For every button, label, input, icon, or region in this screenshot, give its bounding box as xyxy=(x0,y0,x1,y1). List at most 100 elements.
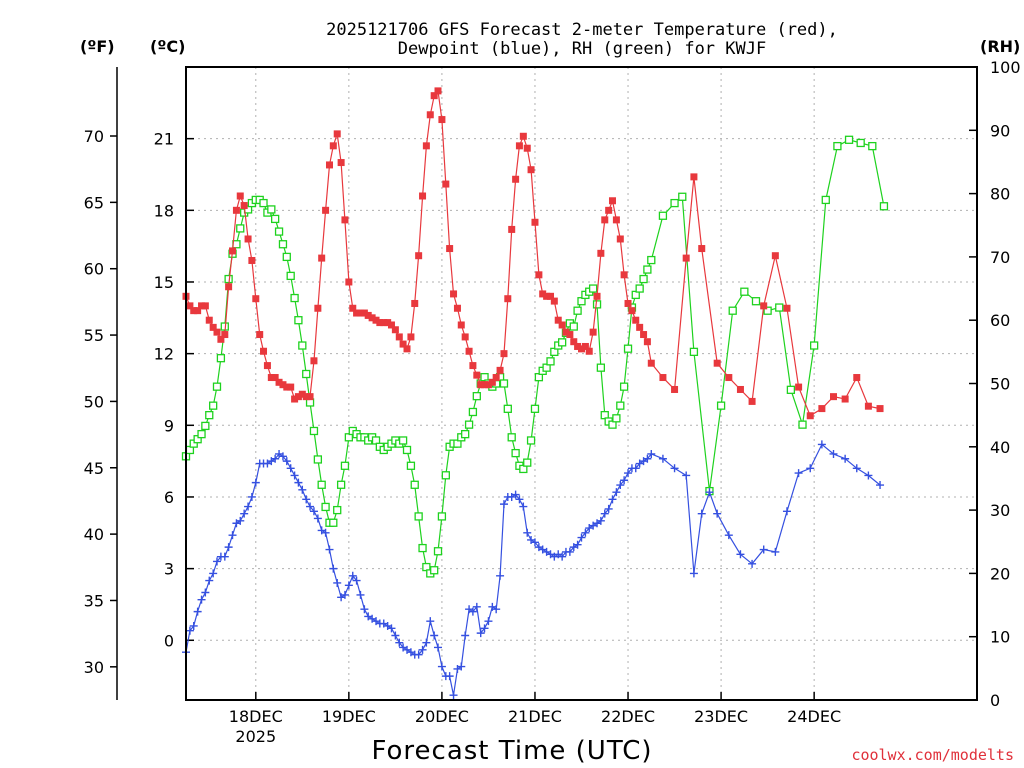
dewpoint-point xyxy=(499,500,508,509)
temperature-point xyxy=(368,314,376,322)
temperature-point xyxy=(469,362,477,370)
temperature-point xyxy=(349,304,357,312)
rh-point xyxy=(278,240,288,249)
rh-point xyxy=(647,255,656,265)
dewpoint-point xyxy=(519,502,528,511)
temperature-point xyxy=(248,256,256,264)
temperature-point xyxy=(438,116,446,124)
dewpoint-point xyxy=(565,547,574,556)
temperature-point xyxy=(287,383,295,391)
rh-point xyxy=(209,401,218,410)
rh-point xyxy=(201,421,210,431)
rh-point xyxy=(290,293,299,303)
temperature-point xyxy=(236,192,244,200)
dewpoint-point xyxy=(705,488,714,497)
temperature-point xyxy=(298,390,306,398)
temperature-point xyxy=(391,326,399,334)
series-layer xyxy=(181,87,889,700)
rh-point xyxy=(406,461,416,470)
rh-point xyxy=(523,458,532,467)
dewpoint-point xyxy=(476,629,485,638)
dewpoint-point xyxy=(573,540,582,549)
fahrenheit-axis: 30 35 40 45 50 55 60 65 70 xyxy=(84,127,117,677)
credit-link[interactable]: coolwx.com/modelts xyxy=(851,746,1014,764)
rh-point xyxy=(809,341,819,350)
time-tick-label: 19DEC xyxy=(322,707,376,726)
rh-point xyxy=(833,141,842,151)
rh-point xyxy=(336,480,346,489)
temperature-point xyxy=(636,323,644,331)
fahrenheit-tick-label: 55 xyxy=(84,326,104,345)
rh-point xyxy=(271,214,280,224)
temperature-point xyxy=(387,321,395,329)
rh-point xyxy=(236,224,245,233)
rh-tick-label: 30 xyxy=(990,501,1010,520)
dewpoint-point xyxy=(643,454,652,463)
dewpoint-point xyxy=(205,576,214,585)
rh-point xyxy=(635,284,644,293)
temperature-point xyxy=(384,319,392,327)
temperature-point xyxy=(864,402,872,410)
dewpoint-point xyxy=(434,643,443,652)
temperature-point xyxy=(593,292,601,300)
temperature-point xyxy=(194,307,202,315)
temperature-point xyxy=(535,271,543,279)
temperature-point xyxy=(500,350,508,358)
temperature-point xyxy=(830,393,838,401)
temperature-point xyxy=(190,307,198,315)
temperature-point xyxy=(659,374,667,382)
temperature-point xyxy=(477,381,485,389)
temperature-point xyxy=(364,311,372,319)
rh-point xyxy=(763,306,772,315)
rh-point xyxy=(868,141,877,151)
dewpoint-point xyxy=(302,495,311,504)
dewpoint-point xyxy=(329,564,338,573)
celsius-tick-label: 15 xyxy=(154,273,174,292)
celsius-tick-label: 9 xyxy=(164,416,174,435)
unit-label-celsius: (ºC) xyxy=(150,37,185,56)
dewpoint-point xyxy=(658,454,667,463)
temperature-point xyxy=(760,302,768,310)
dewpoint-point xyxy=(449,691,458,700)
temperature-point xyxy=(539,290,547,298)
temperature-point xyxy=(283,383,291,391)
temperature-point xyxy=(496,366,504,374)
dewpoint-point xyxy=(189,621,198,630)
time-tick-label: 23DEC xyxy=(694,707,748,726)
time-tick-label: 20DEC xyxy=(415,707,469,726)
rh-tick-label: 90 xyxy=(990,121,1010,140)
temperature-point xyxy=(252,295,260,303)
temperature-point xyxy=(446,245,454,253)
temperature-point xyxy=(554,316,562,324)
temperature-point xyxy=(562,328,570,336)
temperature-point xyxy=(310,357,318,365)
temperature-point xyxy=(504,295,512,303)
rh-point xyxy=(689,347,699,357)
dewpoint-point xyxy=(414,650,423,659)
temperature-point xyxy=(876,405,884,413)
rh-point xyxy=(623,344,633,353)
temperature-point xyxy=(415,252,423,260)
temperature-point xyxy=(376,319,384,327)
rh-point xyxy=(309,426,319,436)
dewpoint-point xyxy=(313,514,322,523)
dewpoint-point xyxy=(670,464,679,473)
temperature-point xyxy=(481,381,489,389)
temperature-point xyxy=(356,309,364,317)
dewpoint-point xyxy=(282,457,291,466)
fahrenheit-tick-label: 40 xyxy=(84,525,104,544)
fahrenheit-tick-label: 70 xyxy=(84,127,104,146)
rh-point xyxy=(437,512,447,521)
dewpoint-point xyxy=(422,638,431,647)
rh-point xyxy=(468,407,478,417)
dewpoint-point xyxy=(577,533,586,542)
dewpoint-point xyxy=(209,569,218,578)
dewpoint-point xyxy=(391,631,400,640)
x-axis-title: Forecast Time (UTC) xyxy=(371,736,652,766)
rh-point xyxy=(728,306,737,315)
rh-point xyxy=(259,198,268,208)
dewpoint-point xyxy=(321,528,330,537)
fahrenheit-tick-label: 30 xyxy=(84,658,104,677)
temperature-point xyxy=(209,323,217,331)
temperature-point xyxy=(325,161,333,169)
